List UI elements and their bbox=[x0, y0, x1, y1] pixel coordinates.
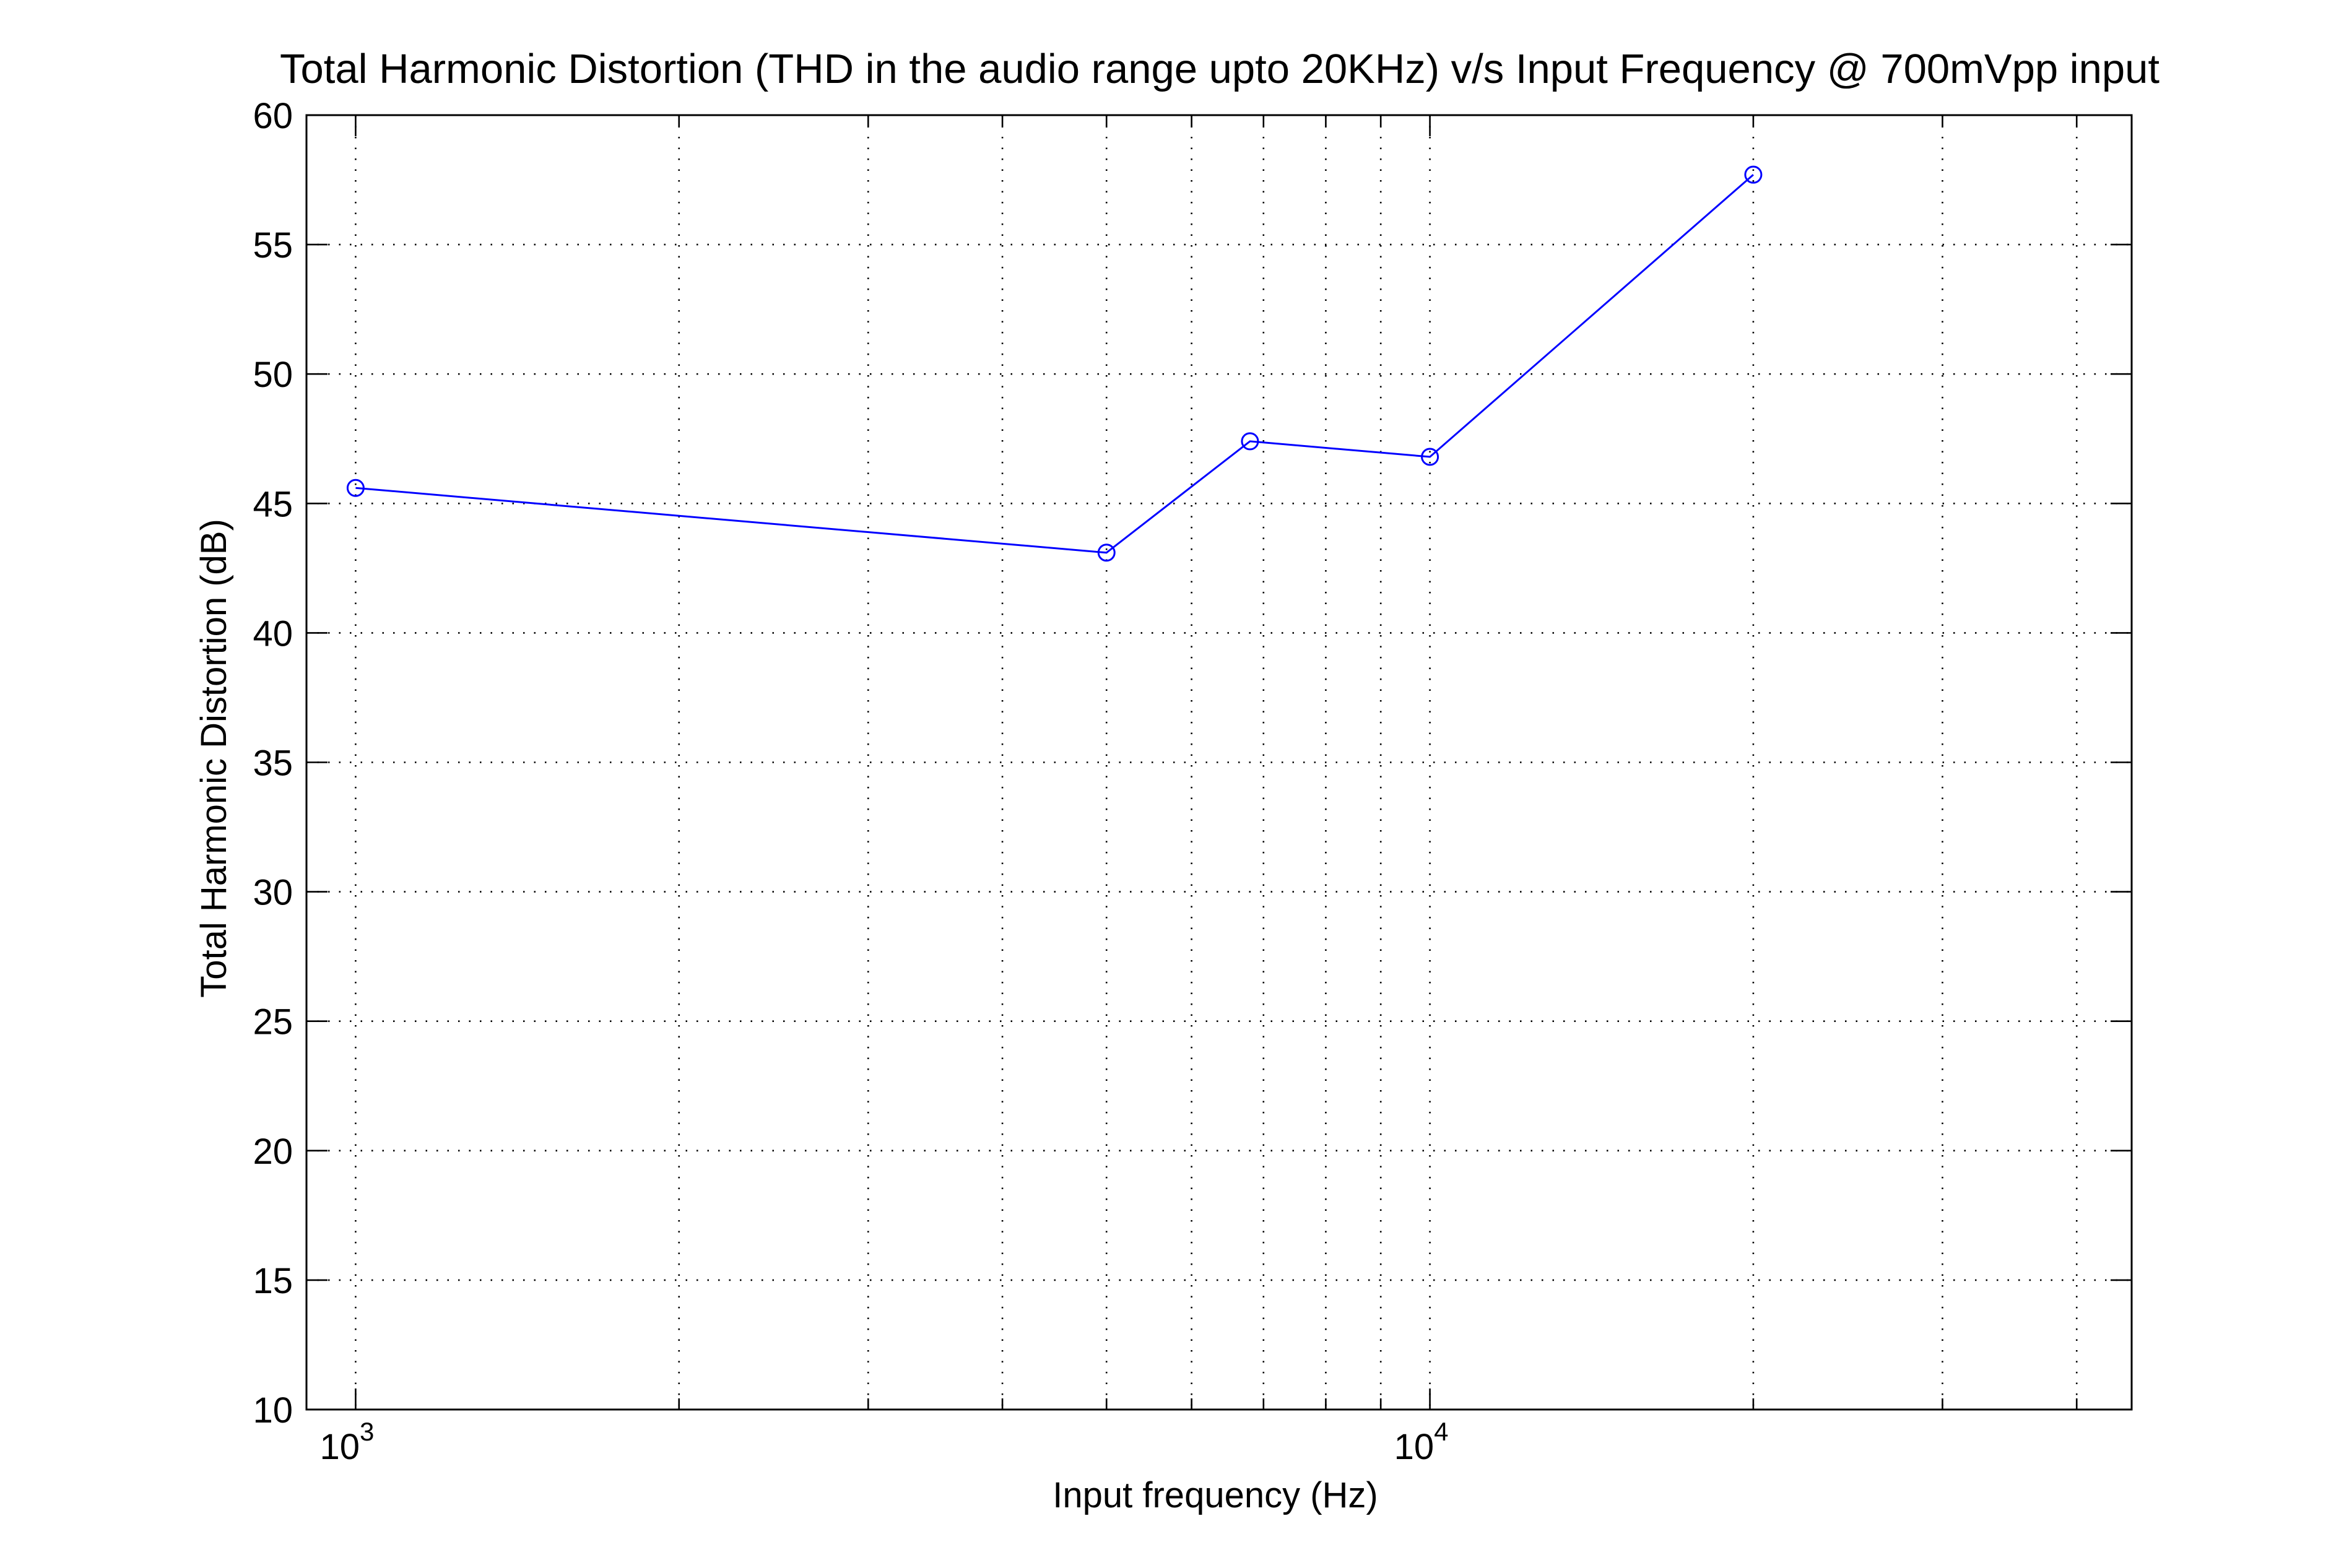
x-tick-label-exponent: 4 bbox=[1434, 1417, 1448, 1446]
x-tick-label-base: 10 bbox=[1394, 1427, 1435, 1467]
x-tick-label: 104 bbox=[1394, 1417, 1449, 1467]
y-tick-label: 15 bbox=[253, 1261, 293, 1301]
y-tick-label: 55 bbox=[253, 225, 293, 266]
y-tick-label: 10 bbox=[253, 1390, 293, 1431]
x-tick-label-exponent: 3 bbox=[360, 1417, 374, 1446]
data-point-marker bbox=[1421, 448, 1439, 466]
y-tick-label: 40 bbox=[253, 613, 293, 654]
x-axis-label: Input frequency (Hz) bbox=[1053, 1475, 1378, 1515]
y-tick-label: 35 bbox=[253, 743, 293, 784]
grid-layer bbox=[305, 115, 2132, 1410]
y-tick-label: 20 bbox=[253, 1132, 293, 1172]
y-tick-label: 30 bbox=[253, 873, 293, 913]
chart-title: Total Harmonic Distortion (THD in the au… bbox=[280, 46, 2160, 92]
y-tick-label: 60 bbox=[253, 96, 293, 136]
plot-frame bbox=[305, 114, 2133, 1411]
y-axis-label: Total Harmonic Distortion (dB) bbox=[194, 519, 234, 998]
y-tick-label: 50 bbox=[253, 355, 293, 395]
data-point-marker bbox=[1744, 165, 1763, 184]
x-tick-label: 103 bbox=[319, 1417, 374, 1467]
y-tick-label: 45 bbox=[253, 484, 293, 524]
data-point-marker bbox=[1097, 544, 1116, 562]
data-point-marker bbox=[346, 479, 365, 497]
data-point-marker bbox=[1241, 432, 1259, 451]
series-line bbox=[355, 174, 1754, 554]
x-tick-label-base: 10 bbox=[319, 1427, 360, 1467]
series-layer bbox=[346, 165, 1763, 562]
y-tick-label: 25 bbox=[253, 1002, 293, 1042]
ticks-layer bbox=[305, 114, 2132, 1411]
